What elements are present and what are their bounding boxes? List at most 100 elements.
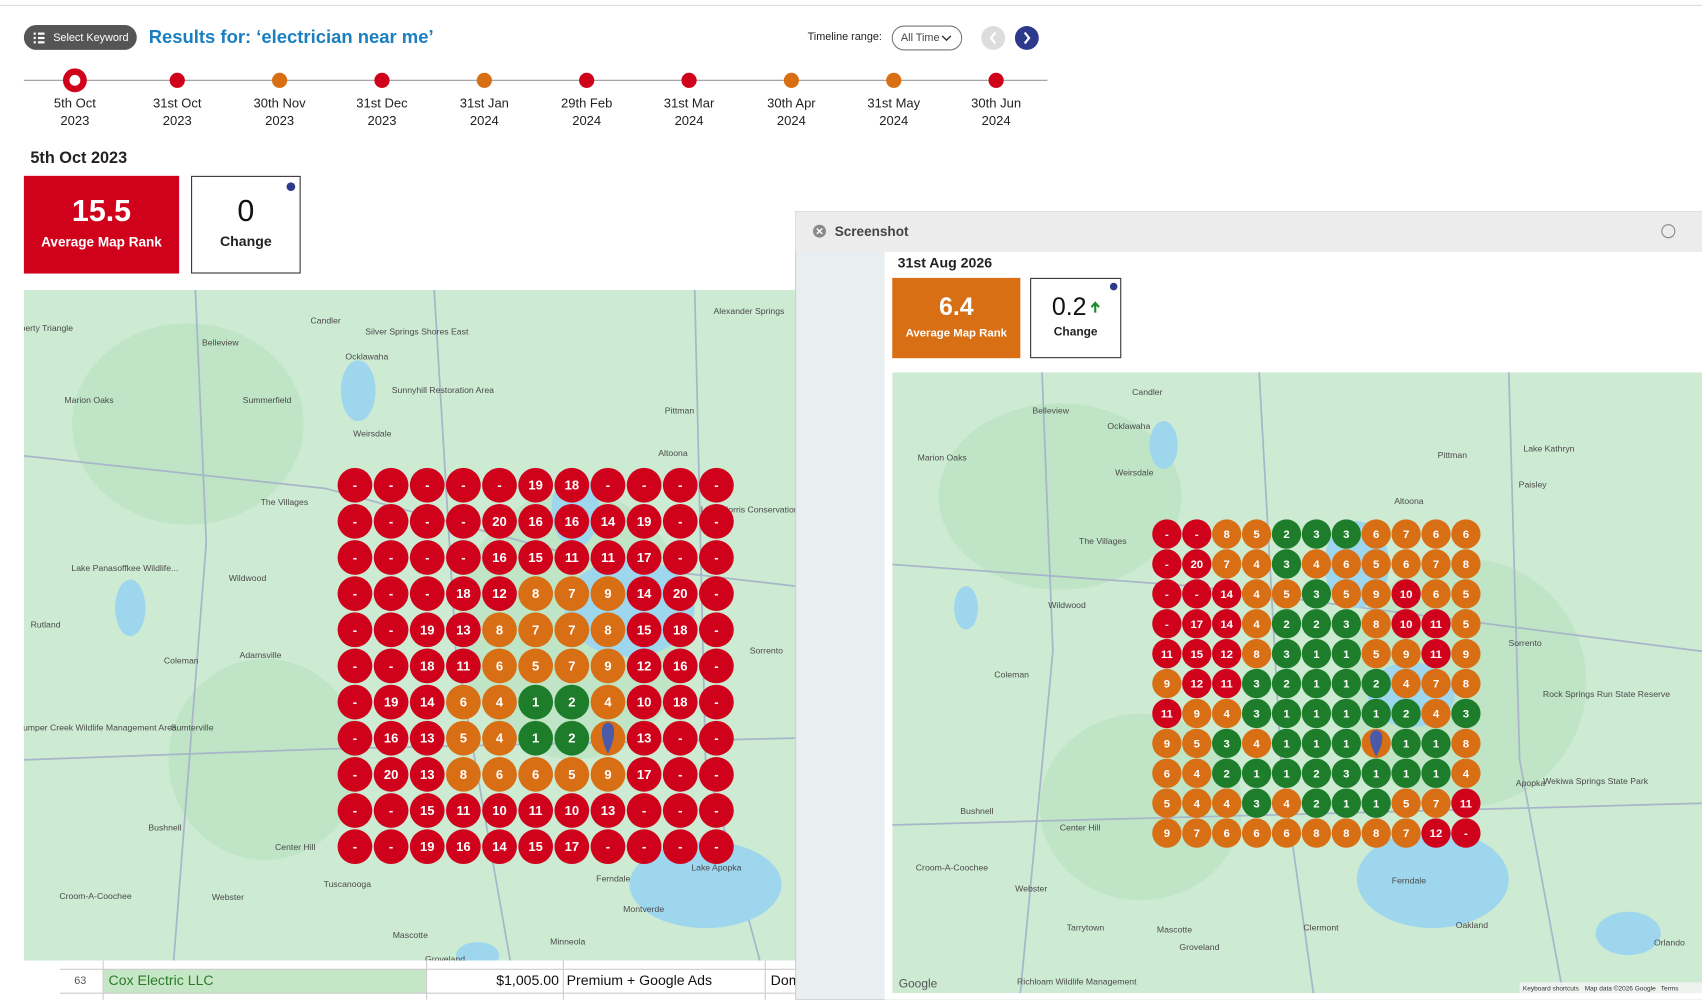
rank-label: 4 bbox=[1224, 709, 1231, 721]
rank-dot bbox=[554, 467, 590, 503]
rank-label: 11 bbox=[1430, 649, 1443, 661]
rank-label: - bbox=[425, 478, 429, 493]
change-label: Change bbox=[1054, 324, 1098, 338]
green-area bbox=[938, 403, 1182, 590]
next-button[interactable] bbox=[1014, 26, 1039, 50]
rank-label: 4 bbox=[604, 695, 612, 710]
rank-dot bbox=[626, 720, 662, 756]
timeline-dot bbox=[783, 72, 800, 88]
map-label: Pittman bbox=[1438, 450, 1468, 460]
rank-dot bbox=[554, 684, 590, 720]
rank-label: 3 bbox=[1343, 619, 1349, 631]
rank-dot bbox=[482, 793, 517, 828]
rank-label: 12 bbox=[637, 658, 651, 673]
rank-label: - bbox=[714, 550, 718, 565]
road bbox=[172, 289, 208, 961]
rank-label: 6 bbox=[1403, 559, 1409, 571]
rank-dot bbox=[626, 467, 662, 503]
rank-dot bbox=[1361, 818, 1391, 848]
keyword-button-label[interactable]: Select Keyword bbox=[53, 32, 128, 44]
window-button[interactable] bbox=[1661, 224, 1676, 239]
timeline-day: 31st Mar bbox=[664, 96, 715, 111]
rank-dot bbox=[482, 503, 517, 539]
rank-dot bbox=[446, 503, 481, 539]
rank-dot bbox=[409, 540, 445, 575]
average-rank-value: 6.4 bbox=[939, 293, 974, 321]
rank-dot bbox=[1451, 609, 1481, 639]
rank-dot bbox=[1301, 579, 1332, 609]
rank-dot bbox=[482, 648, 517, 684]
map-label: Lake Norris Conservation Area bbox=[701, 504, 819, 514]
rank-dot bbox=[626, 612, 662, 648]
prev-button[interactable] bbox=[981, 26, 1006, 50]
timeline-day: 30th Nov bbox=[254, 96, 307, 111]
rank-dot bbox=[373, 503, 409, 539]
rank-label: 3 bbox=[1343, 768, 1349, 780]
rank-dot bbox=[1271, 728, 1302, 759]
rank-dot bbox=[1271, 818, 1302, 848]
rank-dot bbox=[554, 503, 590, 539]
map-label: Richloam Wildlife Management bbox=[1017, 977, 1137, 987]
rank-label: 3 bbox=[1343, 529, 1349, 541]
rank-label: 15 bbox=[528, 839, 542, 854]
rank-dot bbox=[1361, 698, 1391, 729]
rank-dot bbox=[446, 540, 481, 575]
rank-label: 1 bbox=[1283, 738, 1290, 750]
rank-dot bbox=[518, 648, 554, 684]
map-label: Candler bbox=[1132, 387, 1162, 397]
rank-dot bbox=[662, 612, 698, 648]
rank-label: - bbox=[714, 731, 718, 746]
rank-label: 15 bbox=[1190, 649, 1203, 661]
map-label: Tarrytown bbox=[1067, 922, 1105, 932]
rank-dot bbox=[662, 793, 698, 828]
rank-label: 18 bbox=[673, 695, 687, 710]
info-icon[interactable] bbox=[1109, 282, 1118, 291]
timeline-select-value[interactable]: All Time bbox=[901, 32, 940, 44]
rank-dot bbox=[518, 793, 554, 828]
rank-label: - bbox=[353, 803, 357, 818]
keyword-button[interactable] bbox=[23, 24, 137, 50]
rank-label: 6 bbox=[496, 767, 503, 782]
rank-dot bbox=[446, 756, 481, 792]
rank-dot bbox=[1212, 639, 1242, 669]
map-label: Liberty Triangle bbox=[14, 323, 73, 333]
rank-label: 2 bbox=[568, 731, 575, 746]
rank-label: 9 bbox=[1164, 828, 1170, 840]
rank-label: - bbox=[353, 731, 357, 746]
map-label: Center Hill bbox=[1060, 823, 1101, 833]
rank-dot bbox=[626, 684, 662, 720]
change-value: 0.2 bbox=[1052, 293, 1087, 321]
rank-dot bbox=[446, 684, 481, 720]
rank-label: 5 bbox=[1283, 589, 1290, 601]
info-icon[interactable] bbox=[286, 182, 296, 192]
rank-label: 17 bbox=[565, 839, 579, 854]
rank-dot bbox=[1152, 698, 1182, 729]
rank-dot bbox=[699, 684, 734, 720]
timeline-select[interactable] bbox=[891, 25, 963, 51]
rank-label: 1 bbox=[1313, 738, 1320, 750]
rank-dot bbox=[1241, 758, 1272, 788]
map-label: Lake Kathryn bbox=[1523, 444, 1574, 454]
rank-label: 4 bbox=[1403, 679, 1410, 691]
timeline-day: 29th Feb bbox=[561, 96, 612, 111]
rank-dot bbox=[1391, 639, 1421, 669]
map-label: Mascotte bbox=[1157, 925, 1192, 935]
rank-dot bbox=[1241, 728, 1272, 759]
rank-dot bbox=[1421, 549, 1451, 579]
rank-dot bbox=[1241, 818, 1272, 848]
timeline-dot bbox=[374, 72, 390, 88]
average-rank-label: Average Map Rank bbox=[41, 235, 162, 250]
average-rank-box bbox=[23, 175, 180, 274]
rank-dot bbox=[337, 612, 373, 648]
timeline-day: 30th Jun bbox=[971, 96, 1021, 111]
rank-dot bbox=[1301, 818, 1332, 848]
map-label: Groveland bbox=[425, 954, 465, 964]
rank-label: 14 bbox=[1220, 589, 1233, 601]
rank-label: 8 bbox=[1373, 828, 1379, 840]
window-date: 31st Aug 2026 bbox=[898, 255, 993, 271]
timeline-day: 31st May bbox=[867, 96, 920, 111]
rank-label: 14 bbox=[1220, 619, 1233, 631]
rank-label: - bbox=[714, 514, 718, 529]
rank-label: - bbox=[1165, 529, 1169, 541]
map-label: Rock Springs Run State Reserve bbox=[1543, 689, 1670, 699]
